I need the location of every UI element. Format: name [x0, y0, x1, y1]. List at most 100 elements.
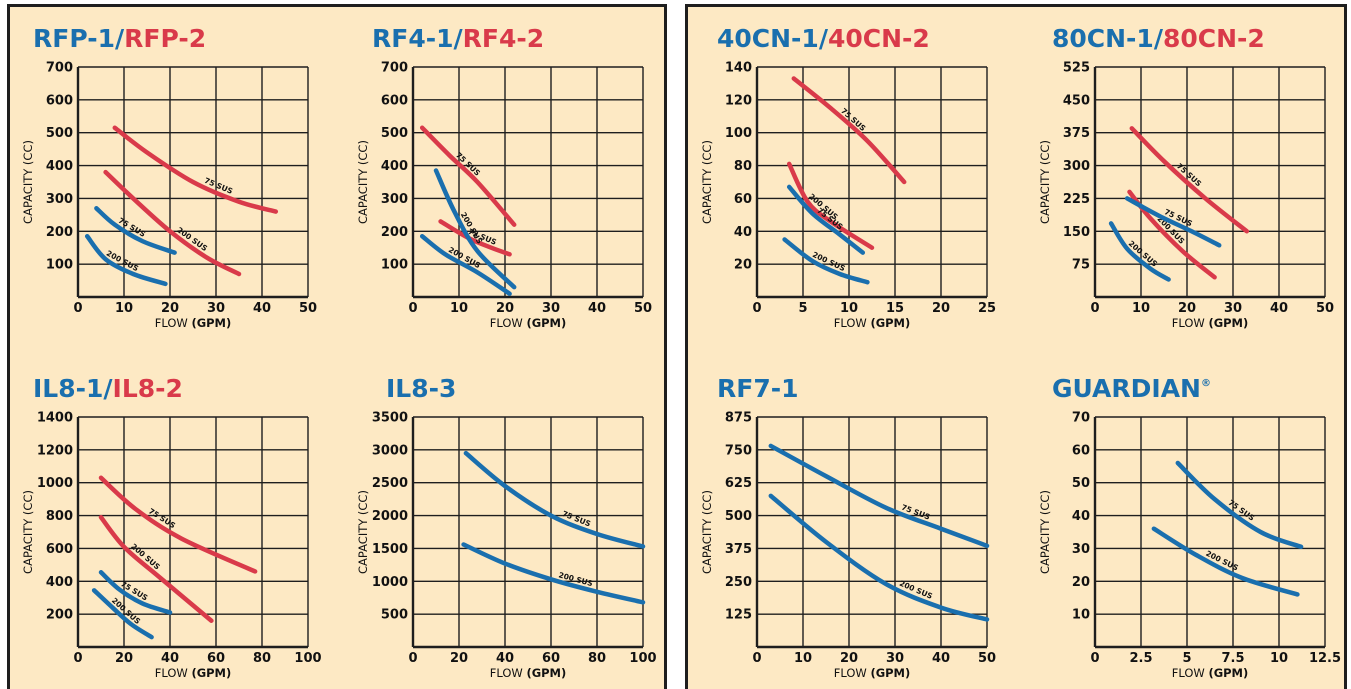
x-axis-label: FLOW (GPM)	[834, 666, 911, 680]
y-tick-label: 625	[725, 476, 752, 491]
x-tick-label: 40	[496, 651, 514, 666]
y-tick-label: 700	[381, 61, 408, 76]
chart-title-part: 80CN-2	[1163, 24, 1265, 53]
x-tick-label: 40	[161, 651, 179, 666]
x-axis-label: FLOW (GPM)	[490, 666, 567, 680]
x-axis-unit: (GPM)	[1208, 666, 1248, 680]
x-tick-label: 60	[207, 651, 225, 666]
series-line	[463, 450, 646, 549]
x-tick-label: 10	[1270, 651, 1288, 666]
series-line	[438, 219, 512, 257]
chart-title: IL8-3	[386, 374, 456, 403]
x-axis-label: FLOW (GPM)	[1172, 666, 1249, 680]
y-tick-label: 1000	[37, 476, 73, 491]
series-line	[1124, 196, 1222, 248]
chart-2: RF4-1/RF4-2 0 10 20 30 40 50 100 200 300 400 500 600…	[356, 24, 652, 330]
x-axis-unit: (GPM)	[526, 316, 566, 330]
x-tick-label: 5	[798, 301, 807, 316]
series-line	[1175, 460, 1304, 550]
chart-3: 40CN-1/40CN-2 0 5 10 15 20 25 20 40 60 80 100 120 140…	[700, 24, 996, 330]
y-tick-label: 75	[1072, 258, 1090, 273]
x-tick-label: 0	[408, 651, 417, 666]
x-tick-label: 10	[450, 301, 468, 316]
y-tick-label: 800	[46, 509, 73, 524]
y-tick-label: 375	[1063, 126, 1090, 141]
x-tick-label: 5	[1182, 651, 1191, 666]
x-axis-unit: (GPM)	[1208, 316, 1248, 330]
y-tick-label: 40	[1072, 509, 1090, 524]
series-line	[94, 206, 177, 255]
chart-title-part: GUARDIAN	[1052, 374, 1201, 403]
y-tick-label: 3500	[372, 411, 408, 426]
x-tick-label: 50	[1316, 301, 1334, 316]
x-tick-label: 2.5	[1129, 651, 1152, 666]
y-tick-label: 40	[734, 225, 752, 240]
y-tick-label: 875	[725, 411, 752, 426]
x-tick-label: 40	[253, 301, 271, 316]
x-tick-label: 15	[886, 301, 904, 316]
series-line	[786, 184, 866, 255]
chart-title-part: 40CN-2	[828, 24, 930, 53]
x-tick-label: 20	[450, 651, 468, 666]
y-tick-label: 400	[46, 159, 73, 174]
x-tick-label: 20	[1178, 301, 1196, 316]
x-axis-label: FLOW (GPM)	[834, 316, 911, 330]
y-tick-label: 10	[1072, 608, 1090, 623]
series-line	[461, 542, 646, 605]
y-tick-label: 1500	[372, 542, 408, 557]
y-tick-label: 450	[1063, 93, 1090, 108]
y-tick-label: 140	[725, 61, 752, 76]
y-tick-label: 125	[725, 608, 752, 623]
y-tick-label: 60	[734, 192, 752, 207]
y-tick-label: 150	[1063, 225, 1090, 240]
x-tick-label: 10	[1132, 301, 1150, 316]
y-tick-label: 1200	[37, 443, 73, 458]
chart-title: 80CN-1/80CN-2	[1052, 24, 1265, 53]
y-tick-label: 200	[46, 225, 73, 240]
x-tick-label: 100	[629, 651, 656, 666]
chart-title: RFP-1/RFP-2	[33, 24, 206, 53]
y-tick-label: 100	[46, 258, 73, 273]
series-line	[782, 237, 870, 285]
y-tick-label: 500	[381, 126, 408, 141]
series-line	[768, 493, 990, 622]
y-tick-label: 400	[381, 159, 408, 174]
y-tick-label: 300	[1063, 159, 1090, 174]
series-line	[433, 168, 517, 290]
chart-title: IL8-1/IL8-2	[33, 374, 183, 403]
chart-title: 40CN-1/40CN-2	[717, 24, 930, 53]
series-line	[1151, 526, 1300, 597]
y-axis-label: CAPACITY (CC)	[700, 140, 714, 224]
y-tick-label: 700	[46, 61, 73, 76]
x-axis-label: FLOW (GPM)	[490, 316, 567, 330]
chart-title-part: RFP-2	[124, 24, 206, 53]
y-axis-label: CAPACITY (CC)	[356, 490, 370, 574]
chart-6: IL8-3 0 20 40 60 80 100 500 1000 1500 2000 2500 3000…	[356, 374, 657, 680]
chart-title: GUARDIAN®	[1052, 374, 1211, 403]
x-tick-label: 10	[115, 301, 133, 316]
y-tick-label: 500	[725, 509, 752, 524]
y-tick-label: 400	[46, 575, 73, 590]
series-line	[84, 233, 168, 287]
x-tick-label: 0	[73, 301, 82, 316]
y-tick-label: 300	[381, 192, 408, 207]
x-tick-label: 40	[932, 651, 950, 666]
x-axis-label: FLOW (GPM)	[1172, 316, 1249, 330]
x-tick-label: 20	[161, 301, 179, 316]
x-tick-label: 50	[978, 651, 996, 666]
y-tick-label: 20	[1072, 575, 1090, 590]
x-tick-label: 25	[978, 301, 996, 316]
series-line	[98, 475, 258, 574]
x-tick-label: 20	[840, 651, 858, 666]
series-line	[1129, 126, 1250, 234]
x-tick-label: 30	[886, 651, 904, 666]
y-tick-label: 250	[725, 575, 752, 590]
y-tick-label: 100	[725, 126, 752, 141]
y-tick-label: 600	[46, 542, 73, 557]
y-tick-label: 750	[725, 443, 752, 458]
y-tick-label: 3000	[372, 443, 408, 458]
x-axis-unit: (GPM)	[526, 666, 566, 680]
x-tick-label: 30	[542, 301, 560, 316]
y-tick-label: 500	[46, 126, 73, 141]
